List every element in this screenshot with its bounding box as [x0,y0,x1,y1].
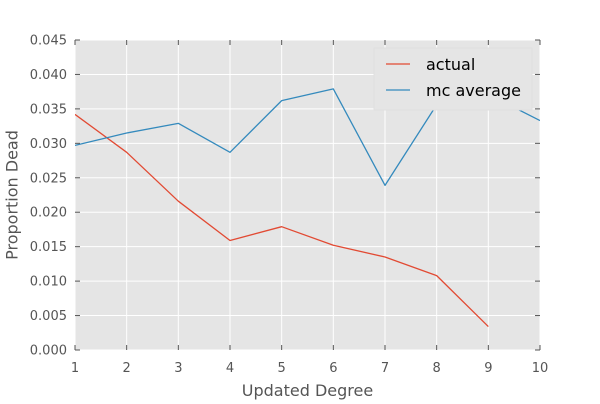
y-tick-label: 0.045 [30,34,67,49]
x-tick-label: 7 [381,361,389,376]
y-tick-label: 0.020 [30,206,67,221]
x-tick-label: 4 [226,361,234,376]
x-tick-label: 1 [71,361,79,376]
x-tick-label: 8 [433,361,441,376]
y-tick-label: 0.015 [30,240,67,255]
legend-label-actual: actual [426,55,475,74]
x-tick-label: 6 [329,361,337,376]
legend-label-mc-average: mc average [426,81,521,100]
legend: actual mc average [374,48,532,110]
y-axis-label: Proportion Dead [3,130,22,260]
x-axis-label: Updated Degree [242,381,373,400]
y-tick-label: 0.025 [30,171,67,186]
x-tick-label: 5 [278,361,286,376]
y-tick-label: 0.005 [30,309,67,324]
x-tick-label: 9 [484,361,492,376]
y-tick-label: 0.030 [30,137,67,152]
x-tick-label: 3 [174,361,182,376]
y-tick-label: 0.010 [30,275,67,290]
y-tick-label: 0.000 [30,344,67,359]
x-tick-label: 10 [532,361,549,376]
y-tick-label: 0.035 [30,102,67,117]
y-tick-label: 0.040 [30,68,67,83]
x-tick-label: 2 [123,361,131,376]
